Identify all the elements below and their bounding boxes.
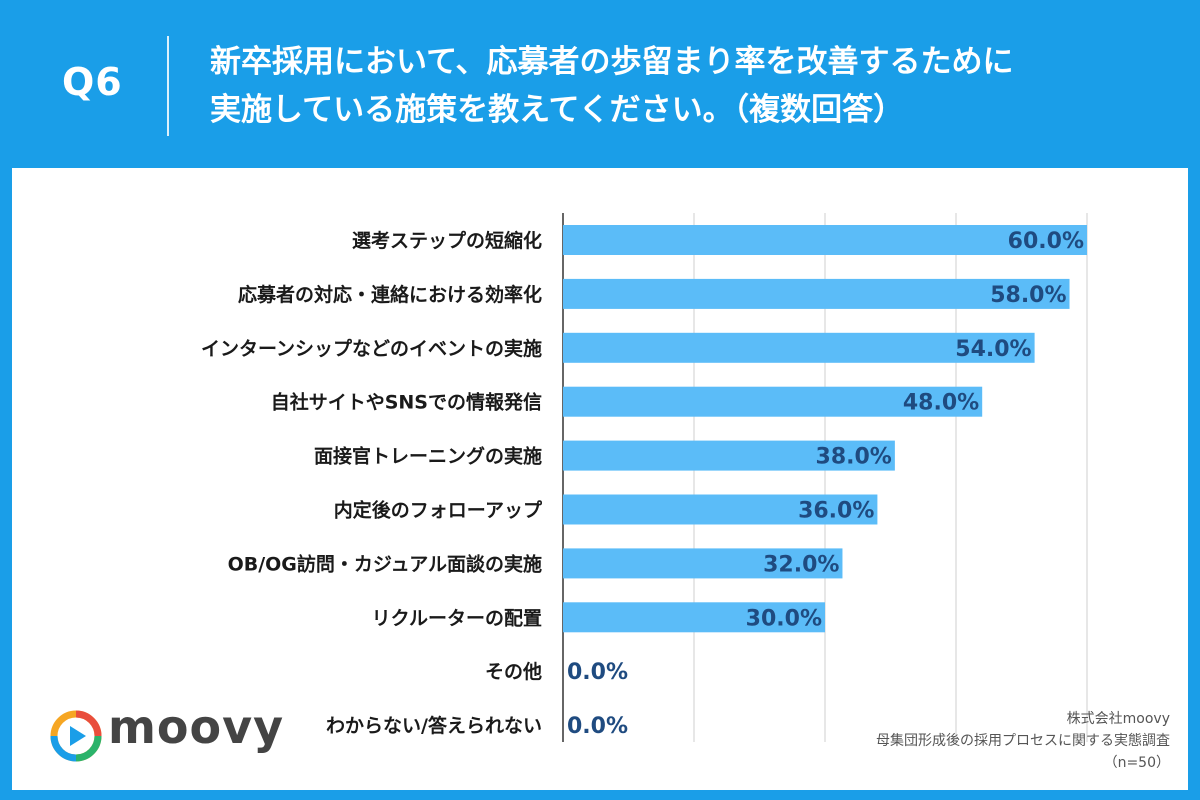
question-title: 新卒採用において、応募者の歩留まり率を改善するために 実施している施策を教えてく… — [210, 38, 1170, 134]
question-title-line-2: 実施している施策を教えてください。（複数回答） — [210, 92, 905, 128]
category-label-3: インターンシップなどのイベントの実施 — [201, 337, 542, 360]
category-label-4: 自社サイトやSNSでの情報発信 — [271, 391, 542, 414]
value-label-5: 38.0% — [816, 445, 892, 470]
source-note: 株式会社moovy 母集団形成後の採用プロセスに関する実態調査 （n=50） — [876, 708, 1170, 774]
chart-panel — [12, 168, 1188, 790]
value-label-7: 32.0% — [763, 552, 839, 577]
bar-1 — [563, 225, 1087, 255]
value-label-8: 30.0% — [746, 606, 822, 631]
header-divider — [167, 36, 169, 136]
value-label-10: 0.0% — [567, 714, 628, 739]
category-label-9: その他 — [485, 660, 542, 683]
value-label-3: 54.0% — [955, 337, 1031, 362]
category-label-1: 選考ステップの短縮化 — [352, 229, 542, 252]
bar-4 — [563, 386, 983, 417]
value-label-1: 60.0% — [1008, 229, 1084, 254]
question-number: Q6 — [62, 60, 123, 104]
bar-3 — [563, 332, 1035, 363]
category-label-8: リクルーターの配置 — [372, 607, 542, 629]
bar-6 — [563, 494, 878, 525]
moovy-logo-icon — [50, 710, 102, 762]
source-survey: 母集団形成後の採用プロセスに関する実態調査 — [876, 733, 1170, 749]
question-header: Q6 新卒採用において、応募者の歩留まり率を改善するために 実施している施策を教… — [0, 0, 1200, 168]
category-label-2: 応募者の対応・連絡における効率化 — [238, 283, 542, 306]
category-label-10: わからない/答えられない — [326, 714, 542, 737]
bar-8 — [563, 602, 825, 633]
question-title-line-1: 新卒採用において、応募者の歩留まり率を改善するために — [210, 44, 1014, 80]
source-sample-size: （n=50） — [1103, 755, 1170, 771]
value-label-2: 58.0% — [990, 283, 1066, 308]
source-company: 株式会社moovy — [1066, 711, 1170, 727]
category-label-5: 面接官トレーニングの実施 — [314, 445, 542, 468]
value-label-6: 36.0% — [798, 499, 874, 524]
logo-wordmark: moovy — [108, 700, 285, 754]
value-label-9: 0.0% — [567, 660, 628, 685]
category-label-6: 内定後のフォローアップ — [334, 499, 543, 522]
category-label-7: OB/OG訪問・カジュアル面談の実施 — [228, 552, 542, 575]
bar-7 — [563, 548, 843, 579]
bar-2 — [563, 278, 1070, 309]
value-label-4: 48.0% — [903, 391, 979, 416]
bar-5 — [563, 440, 895, 471]
